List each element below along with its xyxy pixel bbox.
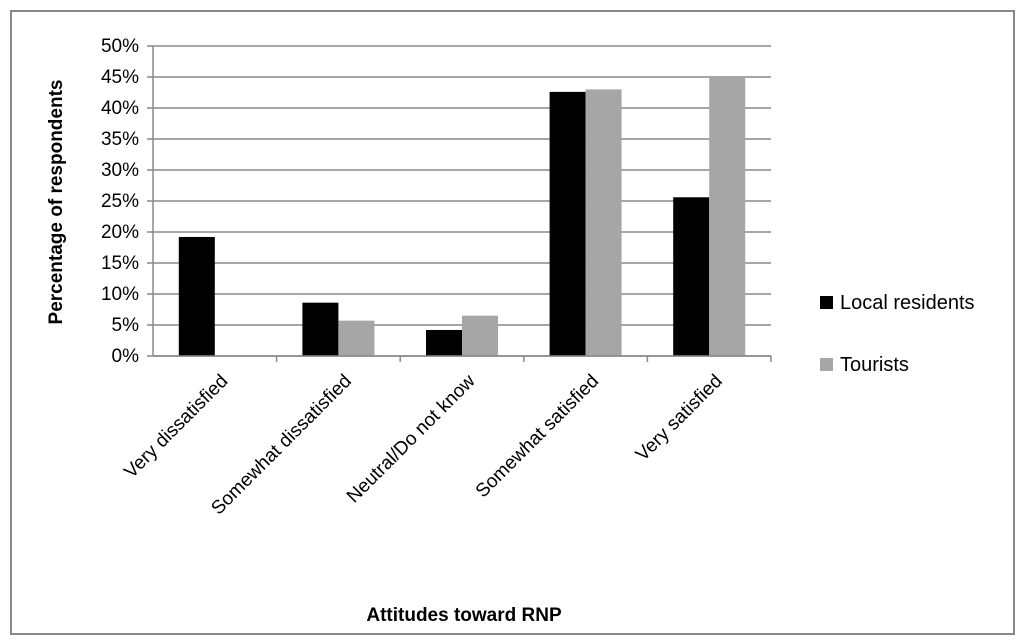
y-tick-label: 10% <box>101 284 139 305</box>
bar-tourists <box>338 320 375 356</box>
y-tick-label: 15% <box>101 253 139 274</box>
y-tick-label: 35% <box>101 129 139 150</box>
legend-label: Tourists <box>840 354 909 376</box>
bar-tourists <box>709 77 746 356</box>
bar-tourists <box>462 315 498 356</box>
bar-tourists <box>585 89 622 357</box>
y-tick-label: 45% <box>101 67 139 88</box>
x-tick-label: Somewhat dissatisfied <box>207 371 356 520</box>
x-axis-title: Attitudes toward RNP <box>366 605 562 626</box>
y-tick-label: 25% <box>101 191 139 212</box>
legend: Local residents Tourists <box>820 292 975 376</box>
bar-local-residents <box>178 236 215 356</box>
bar-local-residents <box>426 329 462 356</box>
y-tick-label: 0% <box>112 346 140 367</box>
y-axis-title: Percentage of respondents <box>46 80 67 325</box>
x-tick-label: Very satisfied <box>632 371 727 466</box>
x-tick-label: Very dissatisfied <box>120 371 232 483</box>
legend-label: Local residents <box>840 292 975 314</box>
y-tick-label: 5% <box>112 315 140 336</box>
x-tick-label: Neutral/Do not know <box>343 370 480 507</box>
chart-frame <box>10 10 1015 635</box>
legend-swatch <box>820 358 833 371</box>
bars <box>178 77 746 357</box>
y-tick-labels: 0% 5% 10% 15% 20% 25% 30% 35% 40% 45% 50% <box>101 36 139 367</box>
y-tick-label: 20% <box>101 222 139 243</box>
bar-local-residents <box>549 91 586 356</box>
y-tick-label: 30% <box>101 160 139 181</box>
legend-swatch <box>820 296 833 309</box>
bar-local-residents <box>673 197 710 356</box>
bar-local-residents <box>302 302 339 356</box>
y-tick-label: 50% <box>101 36 139 57</box>
x-tick-label: Somewhat satisfied <box>472 371 603 502</box>
y-tick-label: 40% <box>101 98 139 119</box>
